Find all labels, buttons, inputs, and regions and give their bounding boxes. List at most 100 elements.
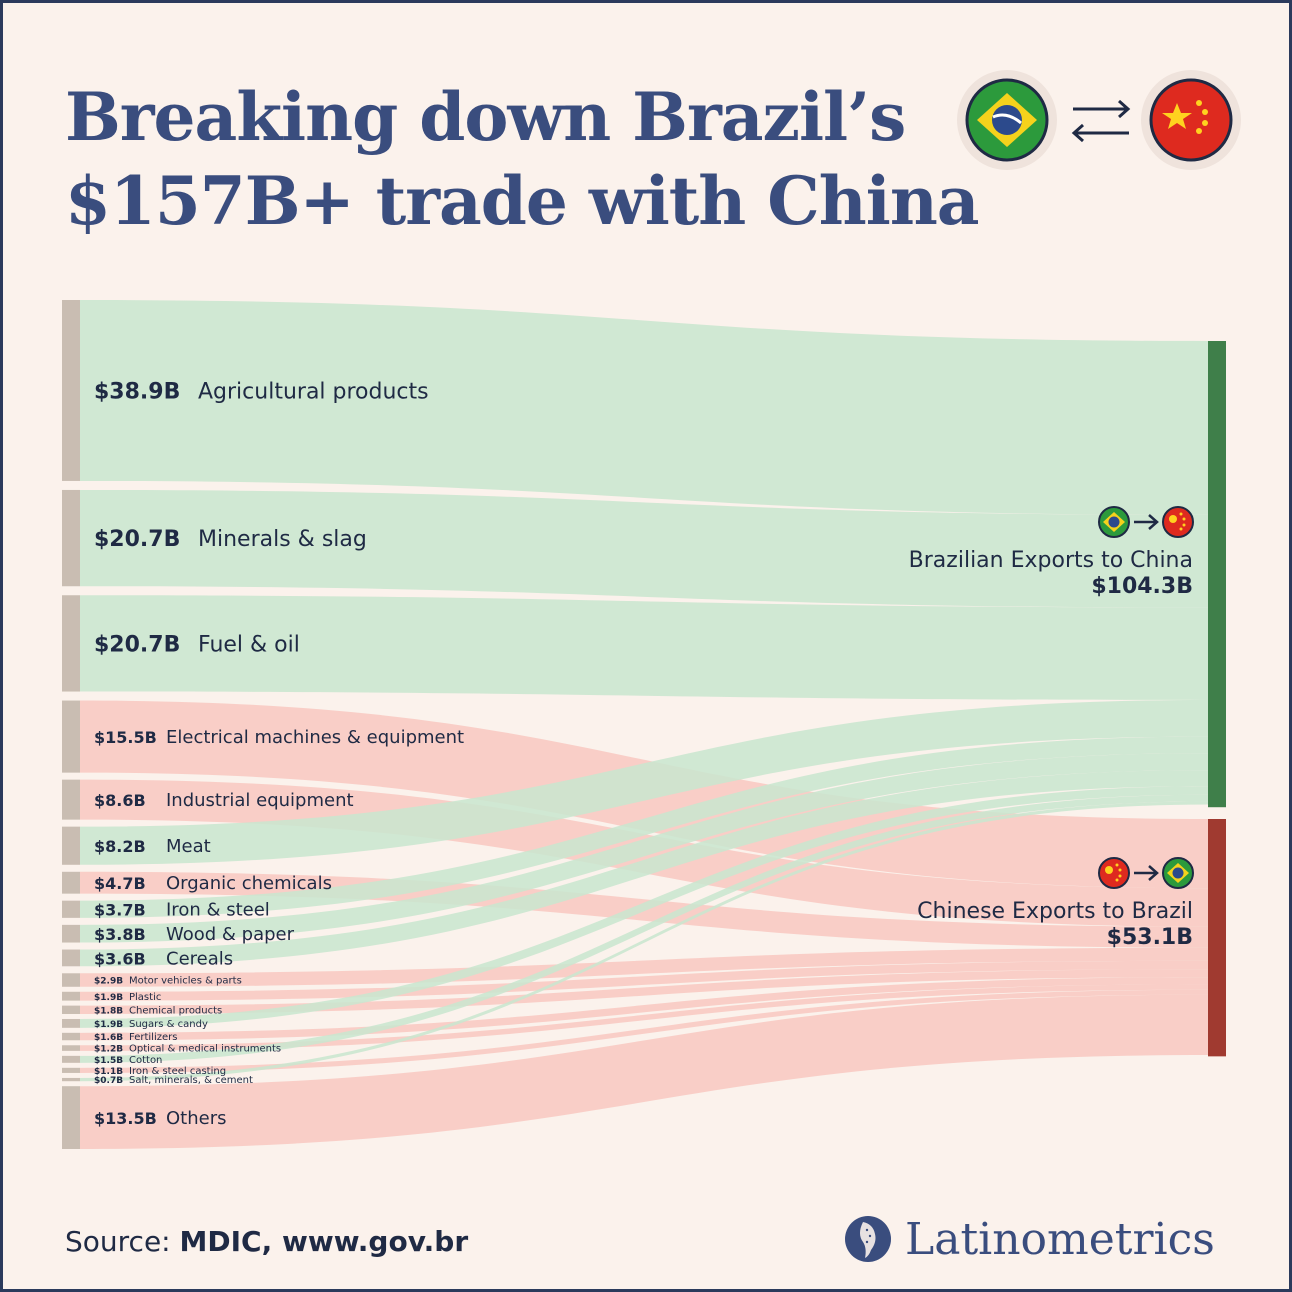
source-bar-optical-medical-instruments (62, 1045, 80, 1051)
source-bar-cereals (62, 949, 80, 967)
category-label-cotton: Cotton (129, 1055, 162, 1066)
title-line-1: Breaking down Brazil’s (65, 78, 906, 156)
category-label-salt-minerals-cement: Salt, minerals, & cement (129, 1075, 253, 1086)
category-label-industrial-equipment: Industrial equipment (166, 790, 354, 811)
category-label-sugars-candy: Sugars & candy (129, 1019, 208, 1030)
value-label-fuel-oil: $20.7B (94, 632, 180, 657)
flow-fuel-oil (80, 595, 1208, 700)
target-value-brazilian-exports-to-china: $104.3B (1091, 574, 1193, 599)
infographic-frame: Breaking down Brazil’s $157B+ trade with… (3, 3, 1289, 1289)
source-bar-cotton (62, 1055, 80, 1063)
category-label-iron-steel: Iron & steel (166, 900, 270, 921)
category-label-wood-paper: Wood & paper (166, 924, 295, 945)
value-label-minerals-slag: $20.7B (94, 527, 180, 552)
category-label-agricultural-products: Agricultural products (198, 379, 429, 404)
source-note: Source: MDIC, www.gov.br (65, 1225, 468, 1258)
brazil-flag-icon (1098, 506, 1130, 538)
flow-agricultural-products (80, 300, 1208, 515)
flow-plastic (80, 960, 1208, 1001)
source-nodes: $38.9B Agricultural products $20.7B Mineral… (62, 300, 464, 1149)
value-label-fertilizers: $1.6B (94, 1033, 123, 1043)
china-flag-icon (1098, 857, 1130, 889)
value-label-motor-vehicles-parts: $2.9B (94, 977, 123, 987)
brazil-flag-icon (1162, 857, 1194, 889)
flow-sugars-candy (80, 786, 1208, 1028)
category-label-electrical-machines-equipment: Electrical machines & equipment (166, 727, 464, 748)
category-label-plastic: Plastic (129, 992, 161, 1003)
source-bar-meat (62, 826, 80, 865)
value-label-wood-paper: $3.8B (94, 925, 146, 944)
category-label-motor-vehicles-parts: Motor vehicles & parts (129, 976, 242, 987)
source-bar-fertilizers (62, 1032, 80, 1041)
arrow-right-icon (1134, 865, 1159, 881)
value-label-salt-minerals-cement: $0.7B (94, 1076, 123, 1086)
target-bar-brazilian-exports-to-china (1208, 341, 1226, 808)
value-label-plastic: $1.9B (94, 993, 123, 1003)
source-bar-plastic (62, 991, 80, 1001)
flow-minerals-slag (80, 489, 1208, 608)
arrow-right-icon (1134, 514, 1159, 530)
category-label-iron-steel-casting: Iron & steel casting (129, 1066, 226, 1077)
flow-iron-steel (80, 736, 1208, 918)
source-bar-fuel-oil (62, 595, 80, 692)
brazil-flag-icon (957, 70, 1057, 170)
value-label-cotton: $1.5B (94, 1056, 123, 1066)
value-label-iron-steel: $3.7B (94, 901, 146, 920)
flow-cereals (80, 770, 1208, 967)
category-label-fuel-oil: Fuel & oil (198, 632, 300, 657)
target-bar-chinese-exports-to-brazil (1208, 819, 1226, 1057)
value-label-organic-chemicals: $4.7B (94, 874, 146, 893)
flow-cotton (80, 794, 1208, 1063)
source-bar-agricultural-products (62, 300, 80, 481)
source-bar-iron-steel-casting (62, 1067, 80, 1073)
china-flag-icon (1141, 70, 1241, 170)
sankey-flows (80, 300, 1208, 1149)
value-label-optical-medical-instruments: $1.2B (94, 1045, 123, 1055)
category-label-fertilizers: Fertilizers (129, 1032, 177, 1043)
source-bar-industrial-equipment (62, 779, 80, 820)
category-label-minerals-slag: Minerals & slag (198, 527, 367, 552)
page-title: Breaking down Brazil’s $157B+ trade with… (65, 75, 980, 243)
source-prefix: Source: (65, 1225, 171, 1258)
target-nodes: Brazilian Exports to China$104.3B Chinese… (909, 341, 1226, 1057)
value-label-industrial-equipment: $8.6B (94, 791, 146, 810)
source-bar-minerals-slag (62, 489, 80, 587)
sankey-chart: $38.9B Agricultural products $20.7B Mineral… (62, 300, 1226, 1149)
source-bar-sugars-candy (62, 1018, 80, 1028)
source-text: MDIC, www.gov.br (179, 1225, 469, 1258)
source-bar-electrical-machines-equipment (62, 700, 80, 773)
header-flags (957, 70, 1241, 170)
brand-name: Latinometrics (905, 1213, 1215, 1265)
category-label-organic-chemicals: Organic chemicals (166, 873, 332, 894)
flow-fertilizers (80, 977, 1208, 1041)
source-bar-organic-chemicals (62, 871, 80, 894)
value-label-sugars-candy: $1.9B (94, 1020, 123, 1030)
flow-optical-medical-instruments (80, 984, 1208, 1051)
target-label-brazilian-exports-to-china: Brazilian Exports to China (909, 548, 1193, 573)
latin-america-globe-icon (845, 1216, 891, 1262)
source-bar-chemical-products (62, 1005, 80, 1014)
flow-wood-paper (80, 753, 1208, 943)
china-flag-icon (1162, 506, 1194, 538)
category-label-optical-medical-instruments: Optical & medical instruments (129, 1044, 281, 1055)
category-label-cereals: Cereals (166, 948, 233, 969)
title-line-2: $157B+ trade with China (65, 162, 980, 240)
source-bar-others (62, 1086, 80, 1149)
target-value-chinese-exports-to-brazil: $53.1B (1107, 925, 1193, 950)
value-label-cereals: $3.6B (94, 949, 146, 968)
flow-meat (80, 699, 1208, 865)
value-label-electrical-machines-equipment: $15.5B (94, 728, 157, 747)
flow-others (80, 994, 1208, 1149)
category-label-chemical-products: Chemical products (129, 1005, 222, 1016)
value-label-iron-steel-casting: $1.1B (94, 1067, 123, 1077)
value-label-chemical-products: $1.8B (94, 1006, 123, 1016)
source-bar-wood-paper (62, 924, 80, 943)
target-label-chinese-exports-to-brazil: Chinese Exports to Brazil (917, 899, 1193, 924)
value-label-meat: $8.2B (94, 837, 146, 856)
value-label-agricultural-products: $38.9B (94, 379, 180, 404)
category-label-meat: Meat (166, 836, 211, 857)
source-bar-motor-vehicles-parts (62, 973, 80, 987)
exchange-arrows-icon (1071, 99, 1131, 143)
value-label-others: $13.5B (94, 1109, 157, 1128)
flow-motor-vehicles-parts (80, 947, 1208, 987)
